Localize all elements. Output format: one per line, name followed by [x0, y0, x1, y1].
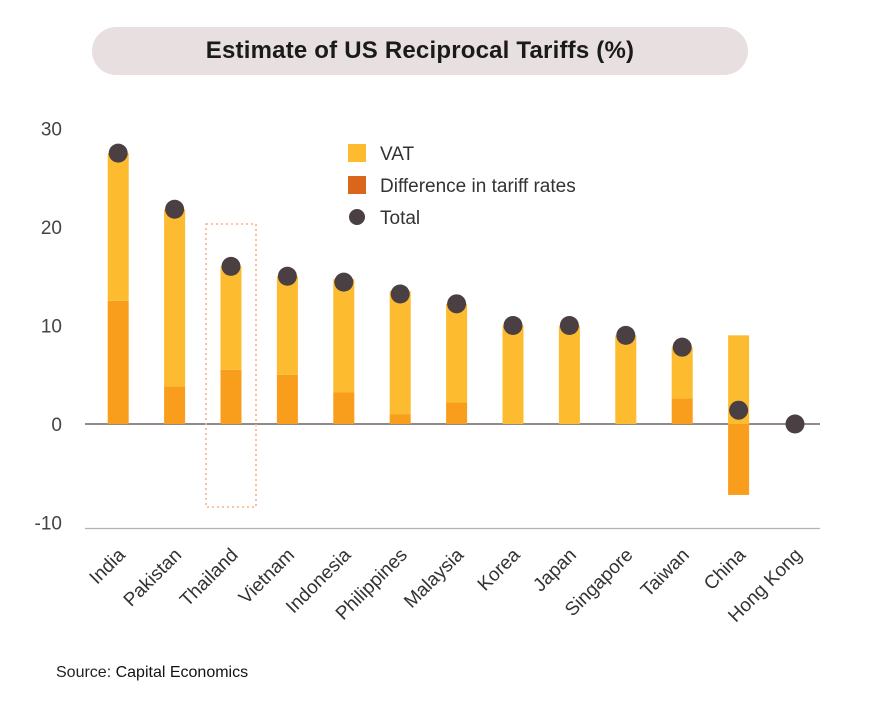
bar-difference	[107, 300, 129, 424]
legend-swatch-vat	[348, 144, 366, 162]
x-tick-label: Thailand	[176, 545, 242, 611]
y-tick-label: 0	[51, 415, 62, 436]
bar-vat	[671, 347, 693, 399]
x-tick-label: India	[86, 544, 130, 588]
total-marker	[334, 272, 354, 292]
bar-difference	[333, 392, 355, 424]
bar-vat	[446, 303, 468, 403]
y-tick-label: 20	[41, 218, 62, 239]
legend-label-total: Total	[380, 208, 420, 229]
source-name: Capital Economics	[115, 664, 249, 681]
total-marker	[390, 284, 410, 304]
y-tick-label: -10	[35, 514, 62, 535]
total-marker	[672, 337, 692, 357]
legend-swatch-difference	[348, 176, 366, 194]
bar-difference	[164, 386, 186, 424]
total-marker	[503, 316, 523, 335]
bar-difference	[220, 369, 242, 424]
bar-difference	[276, 374, 298, 424]
bar-vat	[164, 209, 186, 387]
x-tick-label: China	[700, 544, 750, 594]
total-marker	[221, 256, 241, 276]
bar-vat	[615, 335, 637, 424]
total-marker	[108, 143, 128, 163]
bar-vat	[333, 279, 355, 393]
legend-label-vat: VAT	[380, 144, 415, 165]
total-marker	[277, 266, 297, 286]
bar-difference	[389, 414, 411, 424]
x-tick-label: Pakistan	[120, 545, 186, 611]
x-tick-label: Korea	[474, 544, 525, 595]
total-marker	[559, 316, 579, 335]
bar-difference	[671, 398, 693, 424]
y-tick-label: 30	[41, 120, 62, 141]
bar-vat	[276, 276, 298, 375]
legend-label-difference: Difference in tariff rates	[380, 176, 576, 197]
source-note: Source: Capital Economics	[56, 664, 248, 682]
chart-title-banner: Estimate of US Reciprocal Tariffs (%)	[92, 27, 748, 75]
bar-vat	[220, 266, 242, 370]
y-tick-label: 10	[41, 317, 62, 338]
chart-title: Estimate of US Reciprocal Tariffs (%)	[205, 37, 635, 64]
legend: VAT Difference in tariff rates Total	[348, 144, 576, 229]
source-label: Source:	[56, 664, 116, 681]
total-marker	[447, 294, 467, 314]
bar-difference	[728, 424, 750, 495]
bar-vat	[107, 153, 129, 301]
total-marker	[785, 414, 805, 434]
total-marker	[616, 325, 636, 345]
x-tick-label: Japan	[529, 545, 580, 596]
bar-vat	[558, 325, 580, 424]
bar-vat	[728, 335, 750, 424]
x-tick-label: Malaysia	[400, 544, 468, 612]
total-marker	[165, 199, 185, 219]
x-tick-label: Taiwan	[637, 545, 694, 602]
total-marker	[729, 400, 749, 420]
highlight-box	[205, 223, 257, 508]
legend-marker-total	[349, 209, 365, 225]
bar-vat	[389, 291, 411, 415]
bar-difference	[446, 402, 468, 424]
bar-vat	[502, 325, 524, 424]
